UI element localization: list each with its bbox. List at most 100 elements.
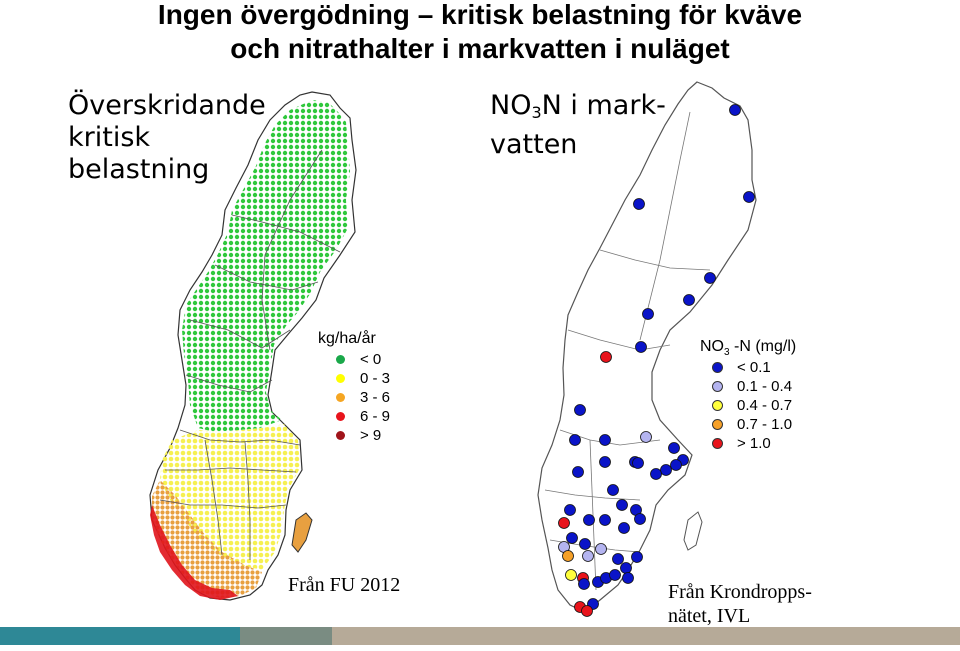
left-legend-item: > 9 <box>336 426 390 445</box>
left-map-label: Överskridande kritisk belastning <box>68 90 266 186</box>
left-legend-swatch <box>336 431 345 440</box>
station-dot <box>609 569 621 581</box>
station-dot <box>564 504 576 516</box>
station-dot <box>607 484 619 496</box>
left-legend-swatch <box>336 355 345 364</box>
left-legend-swatch <box>336 374 345 383</box>
station-dot <box>558 517 570 529</box>
right-legend-label: 0.1 - 0.4 <box>737 378 793 396</box>
right-legend: NO3 -N (mg/l) < 0.1 0.1 - 0.4 0.4 - 0.7 0.7… <box>700 338 796 453</box>
station-dot <box>650 468 662 480</box>
station-dot <box>582 550 594 562</box>
title-line-1: Ingen övergödning – kritisk belastning f… <box>157 0 803 30</box>
right-label-rest: N i mark- <box>541 90 666 121</box>
station-dot <box>616 499 628 511</box>
left-legend-swatch <box>336 393 345 402</box>
right-legend-swatch <box>712 419 723 431</box>
right-legend-rows: < 0.1 0.1 - 0.4 0.4 - 0.7 0.7 - 1.0 > 1.0 <box>712 358 796 453</box>
slide-title: Ingen övergödning – kritisk belastning f… <box>0 0 960 66</box>
left-map-red-area <box>150 505 238 600</box>
left-legend-title: kg/ha/år <box>318 330 376 347</box>
right-map-stations <box>558 104 755 617</box>
left-map-yellow-area <box>160 424 300 570</box>
right-legend-swatch <box>712 438 723 450</box>
station-dot <box>743 191 755 203</box>
left-legend-swatch <box>336 412 345 421</box>
left-legend-item: 6 - 9 <box>336 407 390 426</box>
right-source-line-1: Från Krondropps- <box>668 581 812 603</box>
right-map-outline <box>537 81 757 613</box>
left-legend-label: 3 - 6 <box>360 389 391 406</box>
right-legend-item: > 1.0 <box>712 434 796 453</box>
station-dot <box>583 514 595 526</box>
station-dot <box>618 522 630 534</box>
left-source: Från FU 2012 <box>288 574 401 596</box>
station-dot <box>566 532 578 544</box>
title-line-2: och nitrathalter i markvatten i nuläget <box>230 33 730 64</box>
right-label-sub: 3 <box>531 103 542 122</box>
station-dot <box>599 456 611 468</box>
station-dot <box>704 272 716 284</box>
station-dot <box>581 605 593 617</box>
left-map <box>149 91 357 601</box>
station-dot <box>572 466 584 478</box>
right-legend-item: 0.1 - 0.4 <box>712 377 796 396</box>
left-legend: kg/ha/år < 0 0 - 3 3 - 6 6 - 9 > 9 <box>318 330 390 445</box>
left-legend-label: 6 - 9 <box>360 408 391 425</box>
station-dot <box>569 434 581 446</box>
station-dot <box>729 104 741 116</box>
station-dot <box>631 551 643 563</box>
station-dot <box>562 550 574 562</box>
station-dot <box>622 572 634 584</box>
station-dot <box>612 553 624 565</box>
station-dot <box>599 434 611 446</box>
station-dot <box>579 538 591 550</box>
right-map <box>537 81 757 617</box>
station-dot <box>634 513 646 525</box>
right-source: Från Krondropps- nätet, IVL <box>668 580 812 628</box>
left-legend-item: 0 - 3 <box>336 369 390 388</box>
left-legend-label: 0 - 3 <box>360 370 391 387</box>
right-label-no: NO <box>490 90 532 121</box>
right-legend-label: < 0.1 <box>737 359 771 377</box>
footer-bar-teal <box>0 627 240 645</box>
station-dot <box>578 578 590 590</box>
left-label-line-3: belastning <box>68 154 210 185</box>
right-map-label: NO3N i mark- vatten <box>490 90 666 161</box>
left-map-green-area <box>182 100 350 432</box>
station-dot <box>574 404 586 416</box>
left-legend-label: > 9 <box>360 427 382 444</box>
left-legend-rows: < 0 0 - 3 3 - 6 6 - 9 > 9 <box>336 350 390 445</box>
left-label-line-2: kritisk <box>68 122 151 153</box>
station-dot <box>668 442 680 454</box>
station-dot <box>670 459 682 471</box>
station-dot <box>565 569 577 581</box>
station-dot <box>635 341 647 353</box>
station-dot <box>632 457 644 469</box>
right-legend-item: 0.7 - 1.0 <box>712 415 796 434</box>
right-map-gotland <box>683 511 703 551</box>
right-legend-label: > 1.0 <box>737 435 771 453</box>
footer-bar-grey <box>240 627 332 645</box>
station-dot <box>660 464 672 476</box>
station-dot <box>640 431 652 443</box>
right-source-line-2: nätet, IVL <box>668 605 751 627</box>
station-dot <box>620 562 632 574</box>
left-map-gotland <box>291 512 313 553</box>
station-dot <box>595 543 607 555</box>
station-dot <box>642 308 654 320</box>
right-legend-swatch <box>712 381 723 393</box>
right-legend-label: 0.7 - 1.0 <box>737 416 793 434</box>
left-legend-item: < 0 <box>336 350 390 369</box>
right-legend-swatch <box>712 400 723 412</box>
right-legend-label: 0.4 - 0.7 <box>737 397 793 415</box>
right-label-line-2: vatten <box>490 129 578 160</box>
right-legend-swatch <box>712 362 723 374</box>
right-legend-item: 0.4 - 0.7 <box>712 396 796 415</box>
right-legend-title: NO3 -N (mg/l) <box>700 338 797 359</box>
left-legend-label: < 0 <box>360 351 382 368</box>
station-dot <box>683 294 695 306</box>
station-dot <box>633 198 645 210</box>
left-map-borders <box>159 149 341 560</box>
